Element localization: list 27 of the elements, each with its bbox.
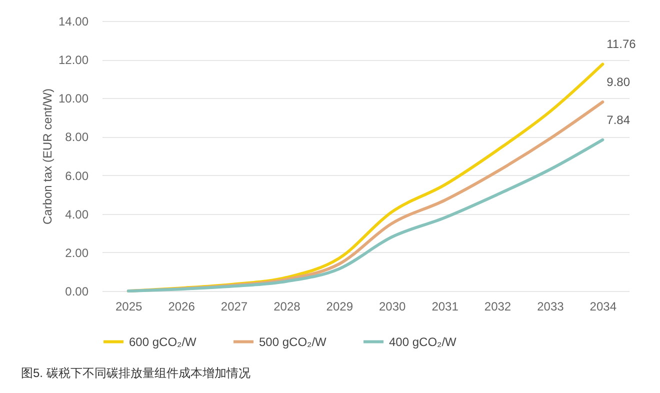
data-label: 7.84 bbox=[606, 112, 630, 127]
x-tick-label: 2026 bbox=[168, 300, 196, 314]
y-tick-label: 4.00 bbox=[65, 207, 89, 222]
legend-label: 600 gCO₂/W bbox=[129, 334, 198, 349]
x-tick-label: 2029 bbox=[326, 300, 354, 314]
data-label: 11.76 bbox=[606, 37, 636, 52]
y-tick-label: 12.00 bbox=[58, 53, 89, 68]
legend-label: 400 gCO₂/W bbox=[389, 334, 458, 349]
caption: 图5. 碳税下不同碳排放量组件成本增加情况 bbox=[20, 366, 250, 380]
x-tick-label: 2030 bbox=[379, 300, 406, 314]
x-tick-label: 2027 bbox=[220, 300, 248, 314]
y-tick-label: 6.00 bbox=[65, 168, 89, 183]
data-label: 9.80 bbox=[606, 75, 630, 89]
x-tick-label: 2032 bbox=[484, 300, 512, 314]
y-tick-label: 8.00 bbox=[65, 130, 89, 144]
y-tick-label: 14.00 bbox=[58, 14, 89, 28]
x-tick-label: 2028 bbox=[274, 300, 301, 314]
x-tick-label: 2025 bbox=[116, 300, 143, 314]
x-tick-label: 2031 bbox=[432, 300, 459, 314]
y-tick-label: 10.00 bbox=[58, 92, 89, 106]
x-tick-label: 2033 bbox=[537, 300, 564, 314]
line-series bbox=[126, 138, 604, 292]
y-axis-title: Carbon tax (EUR cent/W) bbox=[40, 88, 54, 225]
legend-label: 500 gCO₂/W bbox=[259, 334, 328, 349]
y-tick-label: 2.00 bbox=[65, 246, 89, 260]
x-tick-label: 2034 bbox=[590, 300, 617, 314]
y-tick-label: 0.00 bbox=[65, 284, 89, 298]
